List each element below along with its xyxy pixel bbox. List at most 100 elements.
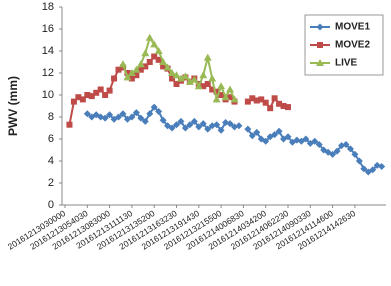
marker [137, 66, 144, 73]
marker [369, 166, 377, 174]
marker [276, 100, 283, 107]
marker [115, 66, 122, 73]
marker [200, 83, 207, 90]
marker [249, 95, 256, 102]
marker [212, 95, 221, 103]
y-tick-label: 18 [42, 1, 54, 13]
marker [311, 137, 319, 145]
marker [141, 117, 149, 125]
marker [146, 59, 153, 65]
marker [316, 23, 324, 31]
marker [127, 69, 136, 76]
marker [262, 99, 269, 106]
marker [151, 53, 158, 60]
marker [177, 117, 185, 125]
marker [199, 71, 208, 79]
marker [128, 113, 136, 121]
marker [346, 145, 354, 153]
marker [302, 135, 310, 143]
marker [146, 110, 154, 118]
marker [329, 150, 337, 158]
legend-label: MOVE1 [335, 22, 370, 33]
marker [75, 94, 82, 101]
marker [155, 56, 162, 63]
marker [168, 124, 176, 132]
marker [230, 95, 239, 103]
y-tick-label: 8 [48, 111, 54, 123]
marker [275, 127, 283, 135]
marker [141, 49, 150, 57]
marker [226, 85, 235, 93]
marker [280, 103, 287, 109]
legend-label: MOVE2 [335, 40, 370, 51]
marker [124, 70, 131, 76]
marker [136, 60, 145, 68]
marker [194, 82, 203, 90]
marker [204, 125, 212, 133]
marker [93, 89, 100, 96]
marker [163, 63, 172, 71]
y-tick-label: 10 [42, 89, 54, 101]
marker [213, 121, 221, 129]
y-tick-label: 12 [42, 67, 54, 79]
marker [218, 92, 225, 98]
marker [145, 33, 154, 41]
marker [102, 92, 109, 98]
marker [150, 103, 158, 111]
marker [84, 92, 91, 98]
marker [317, 42, 323, 48]
marker [132, 109, 140, 117]
marker [66, 121, 73, 128]
marker [172, 71, 181, 79]
marker [226, 120, 234, 128]
marker [176, 74, 185, 82]
marker [181, 124, 189, 132]
marker [217, 82, 226, 90]
marker [133, 72, 140, 79]
marker [115, 113, 123, 121]
marker [203, 53, 212, 61]
marker [244, 98, 251, 105]
marker [235, 122, 243, 130]
marker [142, 63, 149, 70]
marker [154, 47, 163, 54]
marker [97, 86, 104, 93]
y-tick-label: 14 [42, 45, 54, 57]
marker [199, 120, 207, 128]
marker [213, 88, 220, 95]
y-tick-label: 16 [42, 23, 54, 35]
marker [209, 86, 216, 93]
marker [83, 110, 91, 118]
legend-label: LIVE [335, 58, 358, 69]
marker [150, 40, 159, 48]
marker [227, 94, 234, 101]
marker [258, 96, 265, 103]
y-tick-label: 6 [48, 133, 54, 145]
y-tick-label: 0 [48, 199, 54, 211]
marker [160, 63, 167, 70]
marker [185, 77, 194, 85]
marker [119, 64, 126, 71]
marker [217, 126, 225, 134]
marker [159, 58, 168, 65]
y-axis-label: PWV (mm) [6, 76, 20, 136]
marker [284, 133, 292, 141]
marker [155, 108, 163, 115]
marker [169, 75, 176, 82]
marker [360, 165, 368, 173]
marker [267, 105, 274, 112]
marker [128, 75, 135, 82]
marker [88, 93, 95, 100]
marker [168, 69, 177, 76]
marker [351, 150, 359, 158]
marker [186, 121, 194, 129]
marker [316, 59, 324, 66]
marker [123, 73, 132, 81]
marker [159, 116, 167, 124]
y-tick-label: 4 [48, 155, 54, 167]
marker [70, 98, 77, 105]
marker [253, 97, 260, 104]
marker [111, 75, 118, 82]
marker [190, 117, 198, 125]
